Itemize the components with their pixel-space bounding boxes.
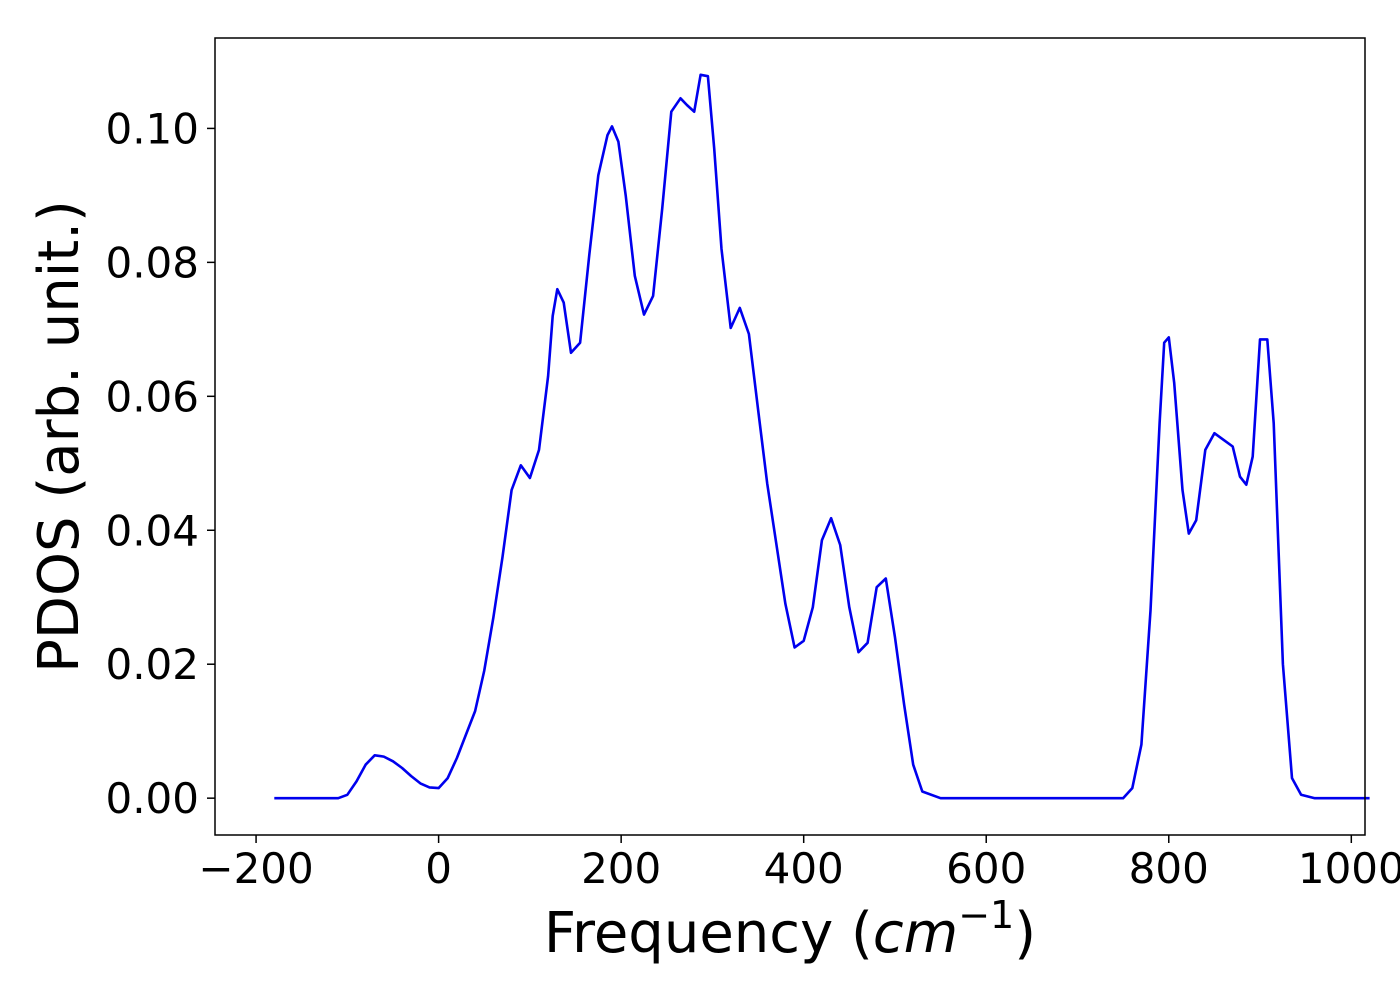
x-tick-label: 400 [764,844,844,893]
x-axis-title-superscript: −1 [958,893,1014,937]
x-axis-title: Frequency (cm−1) [544,893,1036,966]
x-axis-title-close: ) [1014,901,1036,966]
y-tick-label: 0.04 [105,506,199,555]
y-tick-label: 0.10 [105,104,199,153]
x-tick-label: 800 [1129,844,1209,893]
y-tick-label: 0.00 [105,774,199,823]
plot-frame [214,37,1366,836]
x-tick-label: 1000 [1298,844,1400,893]
x-axis: −200 0 200 400 600 800 1000 [198,835,1400,893]
x-axis-title-text: Frequency ( [544,901,873,966]
x-tick-label: −200 [198,844,313,893]
x-tick-label: 0 [425,844,452,893]
y-axis-title: PDOS (arb. unit.) [27,200,92,673]
x-tick-label: 600 [946,844,1026,893]
plot-marks [274,73,1370,800]
y-axis: 0.00 0.02 0.04 0.06 0.08 0.10 [105,104,215,823]
series-line-0 [274,73,1370,800]
y-tick-label: 0.08 [105,238,199,287]
y-tick-label: 0.02 [105,640,199,689]
x-tick-label: 200 [581,844,661,893]
x-axis-title-math: cm [873,901,958,966]
y-tick-label: 0.06 [105,372,199,421]
